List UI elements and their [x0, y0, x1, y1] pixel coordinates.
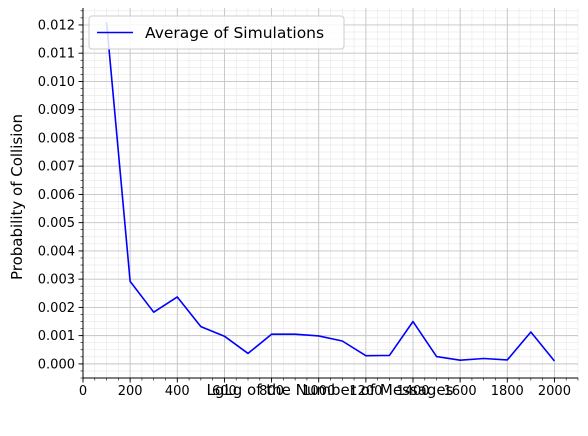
y-tick-label: 0.009 [38, 103, 75, 118]
legend: Average of Simulations [88, 15, 345, 50]
y-tick-label: 0.008 [38, 131, 75, 146]
y-tick-label: 0.003 [38, 273, 75, 288]
y-tick-label: 0.007 [38, 160, 75, 175]
y-tick-label: 0.000 [38, 357, 75, 372]
y-axis-title: Probability of Collision [8, 114, 26, 280]
x-tick-label: 1200 [349, 384, 382, 399]
y-axis-ticks: 0.000 0.001 0.002 0.003 0.004 0.005 0.006 0.007… [38, 18, 75, 372]
series-layer [105, 22, 556, 362]
series-line-average-of-simulations [105, 22, 556, 362]
x-tick-label: 600 [212, 384, 237, 399]
x-tick-label: 1800 [491, 384, 524, 399]
legend-label: Average of Simulations [145, 24, 324, 42]
x-tick-label: 2000 [538, 384, 571, 399]
y-tick-label: 0.002 [38, 301, 75, 316]
legend-box [88, 15, 345, 50]
x-tick-label: 200 [118, 384, 143, 399]
axes [78, 8, 579, 383]
x-tick-label: 400 [165, 384, 190, 399]
x-tick-label: 1600 [444, 384, 477, 399]
x-tick-label: 800 [259, 384, 284, 399]
x-tick-label: 1400 [396, 384, 429, 399]
x-tick-label: 1000 [302, 384, 335, 399]
x-axis-ticks: 0 200 400 600 800 1000 1200 1400 1600 1800 2000 [79, 384, 571, 399]
minor-grid [82, 8, 579, 379]
y-tick-label: 0.004 [38, 244, 75, 259]
y-tick-label: 0.012 [38, 18, 75, 33]
x-axis-title: LgLg of the Number of Messages [207, 381, 454, 399]
y-tick-label: 0.011 [38, 47, 75, 62]
y-tick-label: 0.005 [38, 216, 75, 231]
y-tick-label: 0.010 [38, 75, 75, 90]
y-tick-label: 0.001 [38, 329, 75, 344]
x-tick-label: 0 [79, 384, 87, 399]
y-tick-label: 0.006 [38, 188, 75, 203]
